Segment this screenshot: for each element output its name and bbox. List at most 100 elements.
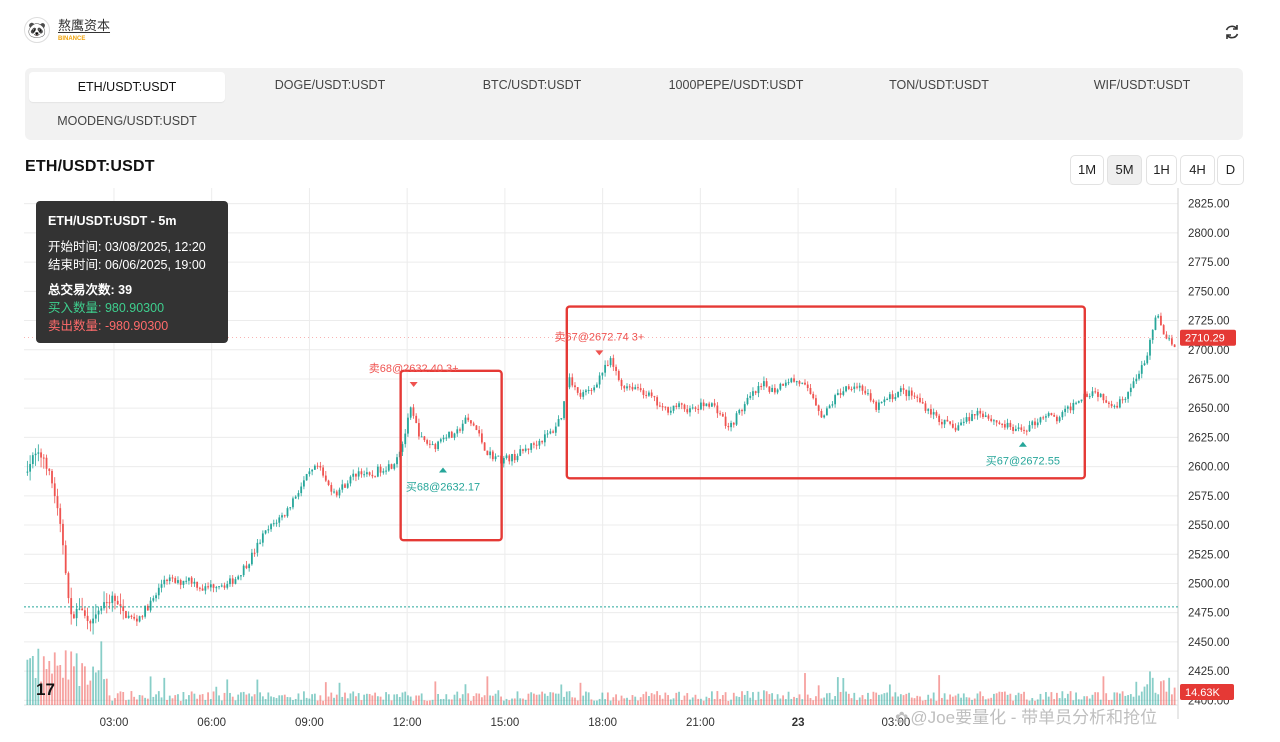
trade-summary-tooltip: ETH/USDT:USDT - 5m 开始时间: 03/08/2025, 12:… bbox=[36, 201, 228, 343]
candle-body bbox=[245, 565, 248, 569]
volume-bar bbox=[475, 693, 478, 705]
volume-bar bbox=[560, 684, 563, 705]
candle-body bbox=[489, 451, 492, 456]
volume-bar bbox=[617, 700, 620, 705]
volume-bar bbox=[686, 693, 689, 705]
timeframe-5m-button[interactable]: 5M bbox=[1107, 155, 1142, 185]
price-chart[interactable]: 2825.00 2800.00 2775.00 2750.00 2725.00 2700.… bbox=[0, 188, 1280, 742]
candle-body bbox=[1143, 363, 1146, 366]
volume-bar bbox=[346, 698, 349, 705]
volume-bar bbox=[341, 696, 344, 705]
candle-body bbox=[842, 391, 845, 395]
candle-body bbox=[1050, 413, 1053, 416]
candle-body bbox=[330, 484, 333, 492]
volume-bar bbox=[480, 697, 483, 705]
refresh-icon[interactable] bbox=[1222, 22, 1242, 42]
volume-bar bbox=[152, 696, 155, 705]
volume-bar bbox=[886, 692, 889, 705]
time-tick-label: 03:00 bbox=[881, 717, 910, 729]
candle-body bbox=[804, 382, 806, 385]
candle-body bbox=[346, 483, 349, 488]
candle-body bbox=[765, 381, 768, 387]
candle-body bbox=[311, 469, 314, 472]
volume-bar bbox=[461, 694, 464, 705]
volume-bar bbox=[34, 678, 37, 705]
candle-body bbox=[669, 410, 672, 413]
volume-bar bbox=[149, 676, 152, 705]
tab-btc[interactable]: BTC/USDT:USDT bbox=[482, 78, 582, 92]
volume-bar bbox=[847, 693, 850, 705]
volume-bar bbox=[494, 693, 497, 705]
volume-bar bbox=[658, 695, 661, 705]
timeframe-1m-button[interactable]: 1M bbox=[1070, 155, 1104, 185]
volume-bar bbox=[174, 695, 177, 705]
volume-bar bbox=[412, 700, 415, 705]
volume-bar bbox=[913, 698, 916, 705]
volume-bar bbox=[453, 694, 456, 705]
volume-bar bbox=[497, 690, 500, 705]
volume-bar bbox=[669, 699, 672, 705]
candle-body bbox=[642, 390, 645, 395]
volume-bar bbox=[902, 695, 905, 705]
candle-body bbox=[70, 598, 73, 615]
candle-body bbox=[549, 431, 552, 434]
volume-bar bbox=[817, 685, 820, 705]
candle-body bbox=[1132, 381, 1135, 388]
candle-body bbox=[839, 392, 842, 395]
candle-body bbox=[365, 472, 368, 475]
candle-body bbox=[256, 542, 259, 553]
candle-body bbox=[1020, 427, 1023, 430]
volume-bar bbox=[489, 695, 492, 705]
volume-bar bbox=[207, 692, 209, 705]
volume-bar bbox=[771, 693, 774, 705]
time-tick-label: 06:00 bbox=[197, 717, 226, 729]
volume-bar bbox=[188, 695, 190, 705]
tab-doge[interactable]: DOGE/USDT:USDT bbox=[274, 78, 386, 92]
volume-bar bbox=[1173, 687, 1176, 705]
volume-bar bbox=[549, 692, 552, 705]
tab-ton[interactable]: TON/USDT:USDT bbox=[889, 78, 989, 92]
volume-bar bbox=[1143, 686, 1146, 705]
volume-bar bbox=[546, 695, 549, 705]
volume-bar bbox=[598, 698, 601, 705]
candle-body bbox=[453, 433, 456, 438]
volume-bar bbox=[303, 691, 305, 705]
candle-body bbox=[1047, 413, 1050, 417]
volume-bar bbox=[1036, 699, 1039, 705]
candle-body bbox=[732, 422, 735, 425]
volume-bar bbox=[508, 700, 511, 705]
tab-moodeng[interactable]: MOODENG/USDT:USDT bbox=[57, 114, 197, 128]
candle-body bbox=[1160, 315, 1162, 326]
volume-bar bbox=[420, 693, 423, 705]
volume-bar bbox=[585, 691, 587, 705]
candle-body bbox=[1110, 403, 1113, 407]
volume-bar bbox=[209, 699, 212, 705]
timeframe-d-button[interactable]: D bbox=[1217, 155, 1244, 185]
volume-bar bbox=[1077, 699, 1080, 705]
volume-bar bbox=[157, 691, 160, 705]
volume-bar bbox=[78, 685, 81, 705]
tab-eth[interactable]: ETH/USDT:USDT bbox=[29, 72, 225, 102]
candle-body bbox=[825, 408, 828, 416]
candle-body bbox=[423, 436, 426, 441]
candle-body bbox=[650, 392, 653, 397]
volume-bar bbox=[864, 699, 867, 705]
candle-body bbox=[730, 422, 732, 428]
tab-wif[interactable]: WIF/USDT:USDT bbox=[1093, 78, 1191, 92]
candle-body bbox=[133, 616, 136, 619]
timeframe-1h-button[interactable]: 1H bbox=[1146, 155, 1177, 185]
volume-bar bbox=[784, 699, 787, 705]
tab-1000pepe[interactable]: 1000PEPE/USDT:USDT bbox=[668, 78, 804, 92]
candle-body bbox=[464, 417, 467, 424]
volume-bar bbox=[374, 692, 377, 705]
candle-body bbox=[149, 600, 152, 611]
candle-body bbox=[951, 423, 954, 428]
brand-name-link[interactable]: 熬鹰资本 bbox=[58, 18, 111, 33]
volume-bar bbox=[971, 699, 973, 705]
volume-bar bbox=[1124, 695, 1127, 705]
timeframe-4h-button[interactable]: 4H bbox=[1180, 155, 1215, 185]
volume-bar bbox=[261, 696, 264, 705]
candle-body bbox=[188, 577, 190, 581]
volume-bar bbox=[1102, 676, 1105, 705]
candle-body bbox=[179, 580, 182, 585]
